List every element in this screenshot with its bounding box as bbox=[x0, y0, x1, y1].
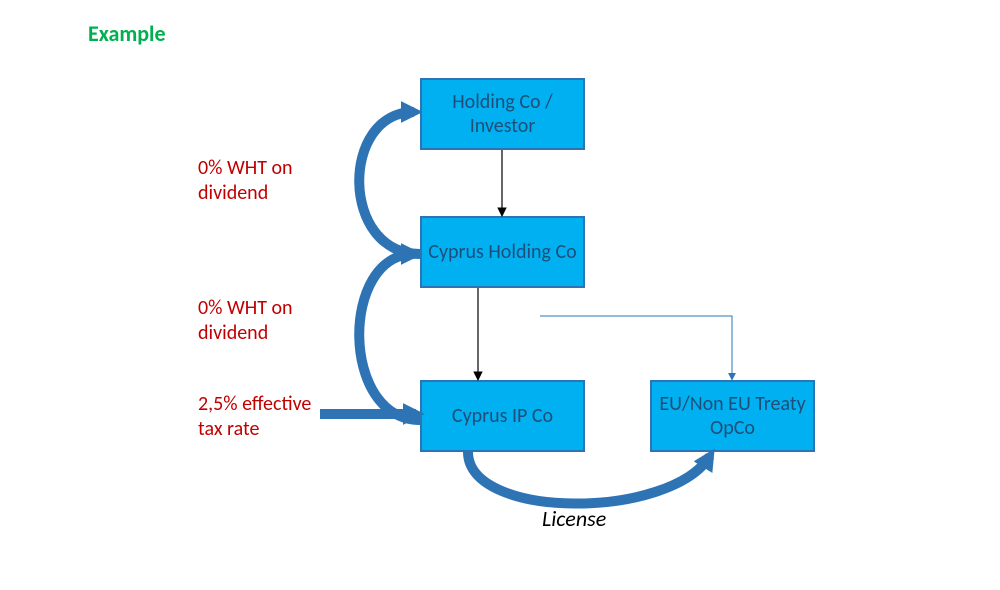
edge-cyholding-to-opco bbox=[540, 316, 732, 380]
edge-curve-cyip-to-cyholding bbox=[359, 254, 420, 420]
edge-license-cyip-to-opco bbox=[468, 452, 710, 504]
edges-layer bbox=[0, 0, 1000, 590]
edge-curve-cyholding-to-holding bbox=[359, 112, 420, 254]
diagram-canvas: Example Holding Co / Investor Cyprus Hol… bbox=[0, 0, 1000, 590]
